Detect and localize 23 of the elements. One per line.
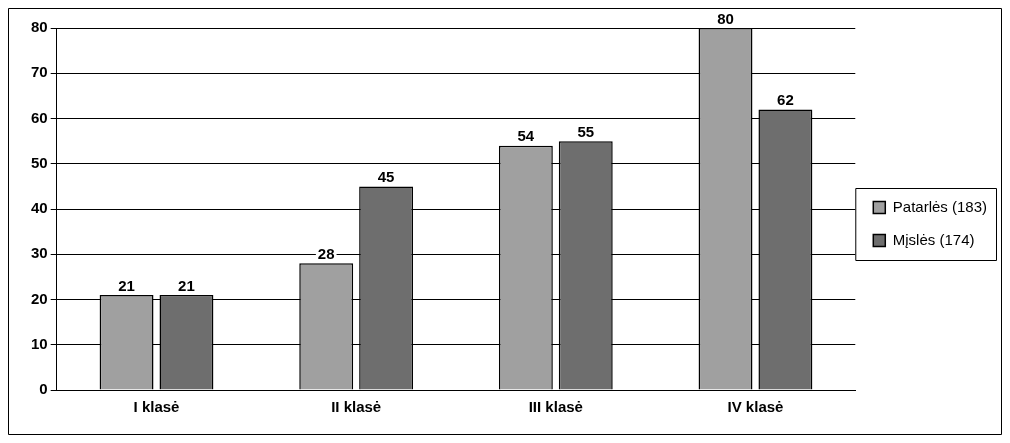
data-label: 54: [517, 127, 535, 145]
y-tick-label: 70: [31, 63, 48, 81]
data-label: 45: [377, 168, 395, 186]
y-tick-label: 10: [31, 334, 48, 352]
data-label: 62: [777, 91, 794, 109]
x-tick-label: III klasė: [528, 398, 583, 416]
x-tick-label: I klasė: [133, 398, 180, 416]
data-label: 80: [717, 9, 734, 27]
x-tick-label: IV klasė: [727, 398, 784, 416]
legend-label: Patarlės (183): [892, 197, 988, 215]
y-tick-label: 20: [31, 289, 48, 307]
x-tick-label: II klasė: [331, 398, 382, 416]
data-label: 28: [317, 244, 335, 262]
data-label: 21: [118, 276, 135, 294]
y-tick-label: 60: [31, 108, 48, 126]
y-tick-label: 30: [31, 244, 48, 262]
data-label: 55: [577, 122, 595, 140]
y-tick-label: 40: [31, 199, 48, 217]
y-tick-label: 0: [39, 380, 48, 398]
data-label: 21: [178, 276, 195, 294]
legend-label: Mįslės (174): [892, 230, 975, 248]
y-tick-label: 80: [31, 18, 48, 36]
y-tick-label: 50: [31, 153, 48, 171]
